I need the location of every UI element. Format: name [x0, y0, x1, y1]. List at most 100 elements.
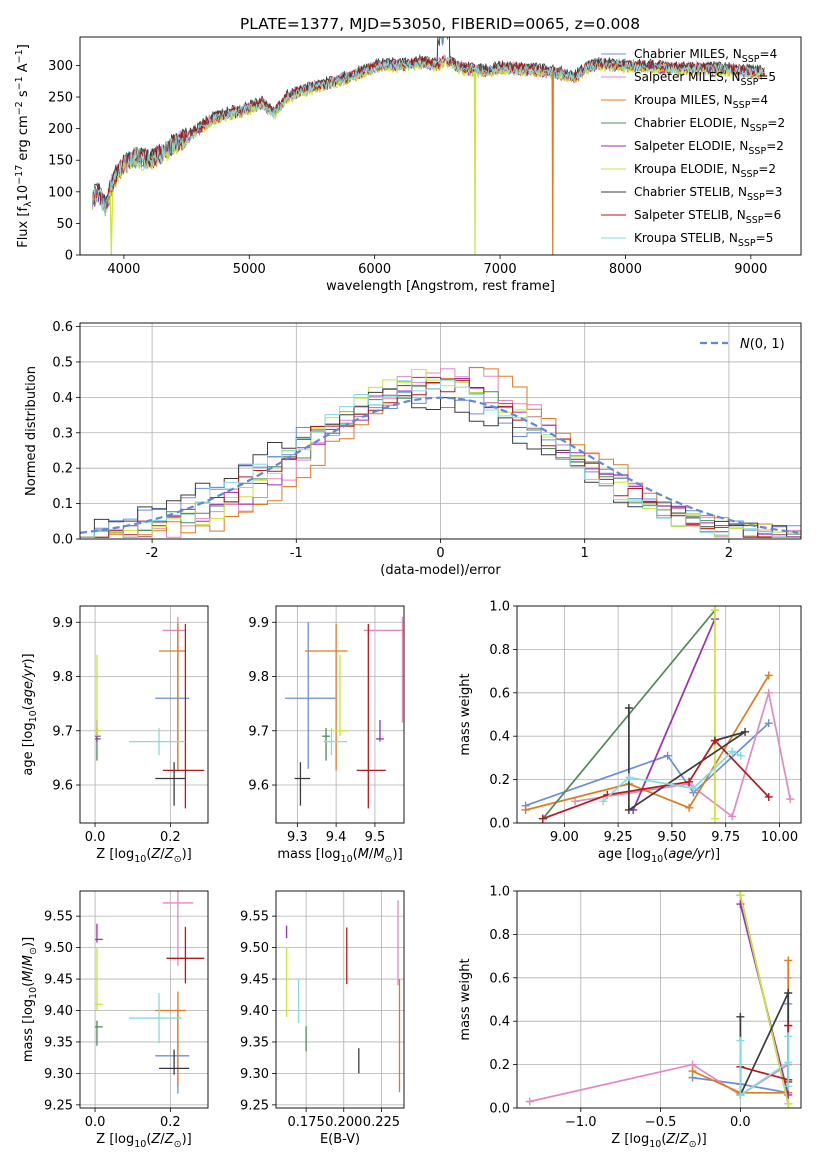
- y-axis-label-part: M: [21, 955, 36, 966]
- x-tick-label: 9.3: [287, 830, 308, 845]
- y-tick-label: 0.0: [489, 817, 510, 832]
- y-tick-label: 0: [65, 249, 73, 264]
- x-axis-label-part: )]: [182, 847, 192, 862]
- y-axis-label-part: λ: [23, 201, 34, 207]
- weight-marker: [784, 1082, 793, 1091]
- weight-marker: [688, 1067, 697, 1076]
- y-axis-label-part: mass weight: [458, 673, 473, 755]
- y-axis-label-part: A: [16, 63, 31, 76]
- y-tick-label: 100: [48, 185, 73, 200]
- y-axis-label-part: −1: [14, 49, 25, 63]
- y-axis-label-part: mass [log: [21, 999, 36, 1062]
- plot-area: [95, 616, 205, 809]
- x-axis-label-part: /: [160, 1132, 165, 1147]
- plot-area: [521, 606, 795, 823]
- y-axis-label-part: ⊙: [28, 947, 39, 955]
- x-tick-label: 7000: [484, 262, 517, 277]
- y-axis-label-part: )]: [21, 937, 36, 947]
- x-axis-label: (data-model)/error: [380, 563, 501, 578]
- y-axis-label-part: )]: [21, 653, 36, 663]
- y-tick-label: 9.40: [44, 1004, 73, 1019]
- legend-label-part: Kroupa STELIB, N: [634, 231, 738, 245]
- weight-line: [739, 895, 790, 1104]
- x-tick-label: 9.5: [365, 830, 386, 845]
- weight-marker: [525, 1097, 534, 1106]
- x-tick-label: 9.4: [326, 830, 347, 845]
- y-tick-label: 9.25: [44, 1098, 73, 1113]
- x-axis-label-part: M: [358, 847, 369, 862]
- x-axis-label-part: (: [663, 847, 668, 862]
- legend-label: Salpeter MILES, NSSP=5: [634, 70, 776, 88]
- x-axis-label: E(B-V): [320, 1132, 360, 1147]
- x-axis-label-part: 10: [134, 1139, 146, 1150]
- legend-label: N(0, 1): [740, 337, 785, 352]
- y-tick-label: 0.4: [489, 730, 510, 745]
- x-axis-label-part: Z [log: [96, 847, 134, 862]
- x-axis-label-part: Z: [679, 1132, 690, 1147]
- panel-weight-vs-age: 9.00 9.25 9.50 9.75 10.00 0.0 0.2 0.4 0.6 0.8 1.0 a…: [458, 600, 802, 865]
- weight-line: [632, 618, 716, 811]
- legend-label: Chabrier MILES, NSSP=4: [634, 47, 777, 65]
- y-tick-label: 9.6: [52, 779, 73, 794]
- legend-label: Kroupa STELIB, NSSP=5: [634, 231, 773, 249]
- y-tick-label: 0.3: [52, 426, 73, 441]
- x-tick-label: −1.0: [565, 1115, 597, 1130]
- y-tick-label: 0.6: [489, 971, 510, 986]
- x-axis-label-part: 10: [649, 1139, 661, 1150]
- y-tick-label: 0.2: [489, 1058, 510, 1073]
- x-tick-label: 5000: [233, 262, 266, 277]
- y-tick-label: 9.9: [52, 616, 73, 631]
- axes-frame: [516, 890, 802, 1109]
- legend-label-part: SSP: [733, 100, 751, 111]
- spectrum-dip: [551, 71, 554, 255]
- y-tick-label: 150: [48, 154, 73, 169]
- weight-marker: [571, 797, 580, 806]
- x-tick-label: 0.200: [325, 1115, 362, 1130]
- y-tick-label: 9.45: [44, 973, 73, 988]
- legend-label-part: Salpeter STELIB, N: [634, 208, 746, 222]
- weight-marker: [736, 1036, 745, 1045]
- panel-spectrum: 4000 5000 6000 7000 8000 9000 0 50 100 150 200 250 3…: [14, 36, 802, 294]
- y-tick-label: 9.30: [44, 1067, 73, 1082]
- legend-label-part: SSP: [741, 169, 759, 180]
- legend-label-part: SSP: [750, 123, 768, 134]
- y-tick-label: 9.50: [44, 941, 73, 956]
- weight-marker: [710, 736, 719, 745]
- y-tick-label: 1.0: [489, 885, 510, 900]
- x-tick-label: 0.225: [363, 1115, 400, 1130]
- x-axis-label-part: ⊙: [689, 1139, 697, 1150]
- legend-label-part: Salpeter MILES, N: [634, 70, 741, 84]
- weight-marker: [710, 606, 719, 615]
- legend-label-part: =4: [750, 93, 768, 107]
- x-tick-label: 0.0: [85, 1115, 106, 1130]
- y-tick-label: 9.7: [248, 724, 269, 739]
- legend-label-part: =5: [758, 70, 776, 84]
- y-axis-label: mass weight: [458, 958, 473, 1040]
- weight-marker: [538, 814, 547, 823]
- spectrum-line: [92, 56, 765, 214]
- y-tick-label: 0.1: [52, 497, 73, 512]
- legend-label: Chabrier STELIB, NSSP=3: [634, 185, 782, 203]
- legend-label: Kroupa ELODIE, NSSP=2: [634, 162, 776, 180]
- x-tick-label: 0.175: [288, 1115, 325, 1130]
- y-tick-label: 0.2: [489, 773, 510, 788]
- legend-label-part: Chabrier STELIB, N: [634, 185, 747, 199]
- weight-marker: [784, 956, 793, 965]
- weight-marker: [784, 1021, 793, 1030]
- legend-label-part: =4: [760, 47, 778, 61]
- legend-label-part: Kroupa ELODIE, N: [634, 162, 741, 176]
- legend-label-part: SSP: [742, 54, 760, 65]
- legend-label: Chabrier ELODIE, NSSP=2: [634, 116, 785, 134]
- axes-frame: [79, 605, 209, 824]
- x-tick-label: 2: [725, 546, 733, 561]
- y-tick-label: 0.4: [489, 1015, 510, 1030]
- legend-label-part: N: [740, 337, 750, 352]
- panel-weight-vs-Z: −1.0 −0.5 0.00.00.20.40.60.81.0Z [log10(Z/…: [458, 885, 802, 1150]
- y-axis-label-part: age/yr: [21, 662, 36, 705]
- x-axis-label-part: Z: [150, 1132, 161, 1147]
- legend-label: Salpeter ELODIE, NSSP=2: [634, 139, 784, 157]
- weight-marker: [764, 719, 773, 728]
- histogram-series: [80, 388, 801, 538]
- y-tick-label: 0.0: [52, 533, 73, 548]
